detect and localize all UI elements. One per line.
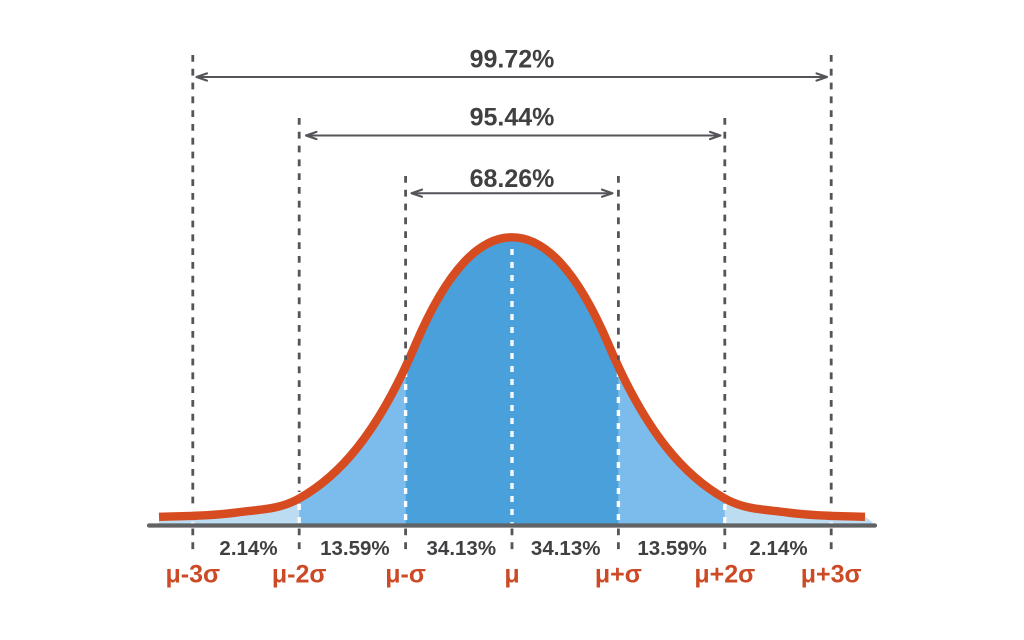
svg-text:μ+2σ: μ+2σ	[694, 561, 755, 589]
svg-text:34.13%: 34.13%	[531, 537, 601, 560]
svg-text:34.13%: 34.13%	[427, 537, 497, 560]
svg-text:99.72%: 99.72%	[470, 46, 555, 74]
svg-text:μ: μ	[504, 561, 519, 589]
svg-text:μ+3σ: μ+3σ	[801, 561, 862, 589]
svg-text:2.14%: 2.14%	[219, 537, 277, 560]
svg-text:μ-σ: μ-σ	[385, 561, 426, 589]
svg-text:μ-2σ: μ-2σ	[272, 561, 327, 589]
svg-text:2.14%: 2.14%	[749, 537, 807, 560]
svg-text:μ+σ: μ+σ	[595, 561, 642, 589]
svg-text:95.44%: 95.44%	[470, 104, 555, 132]
svg-text:13.59%: 13.59%	[320, 537, 390, 560]
svg-text:13.59%: 13.59%	[637, 537, 707, 560]
svg-text:68.26%: 68.26%	[470, 165, 555, 193]
svg-text:μ-3σ: μ-3σ	[165, 561, 220, 589]
